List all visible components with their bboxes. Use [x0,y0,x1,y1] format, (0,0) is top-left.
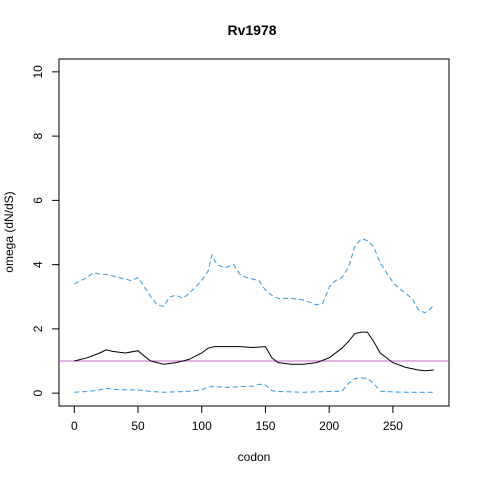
x-tick-label: 250 [383,419,403,433]
x-tick-label: 100 [192,419,212,433]
series-line-estimate [74,331,434,372]
y-tick-label: 0 [31,389,45,396]
x-tick-label: 200 [319,419,339,433]
plot-area-frame [58,58,450,407]
y-tick-label: 8 [31,132,45,139]
x-tick-label: 50 [131,419,145,433]
x-tick-label: 150 [255,419,275,433]
y-tick-label: 10 [31,65,45,79]
series-line-lower [74,377,434,393]
chart-title: Rv1978 [227,22,276,38]
x-tick-label: 0 [71,419,78,433]
series-group [74,238,435,393]
y-axis: 0 2 4 6 8 10 [31,65,60,396]
x-axis-label: codon [238,450,271,464]
y-tick-label: 2 [31,325,45,332]
y-axis-label: omega (dN/dS) [2,191,16,272]
x-axis: 0 50 100 150 200 250 [71,405,403,433]
y-tick-label: 6 [31,197,45,204]
y-tick-label: 4 [31,261,45,268]
series-line-upper [74,238,435,314]
